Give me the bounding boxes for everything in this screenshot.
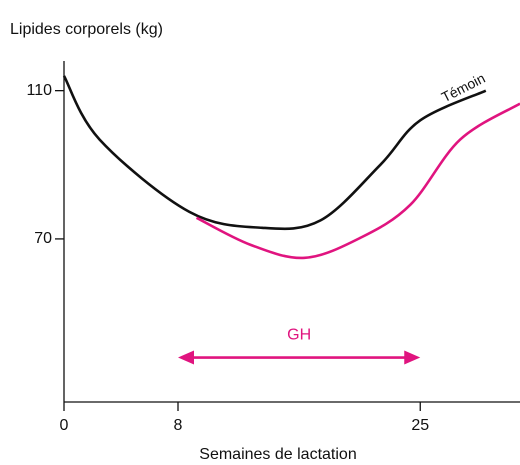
y-tick-label: 70 — [34, 230, 52, 247]
y-axis-label: Lipides corporels (kg) — [10, 21, 163, 38]
arrow-head — [178, 350, 194, 365]
x-tick-label: 8 — [174, 417, 183, 434]
series-line — [195, 102, 520, 260]
x-axis-label: Semaines de lactation — [199, 446, 356, 463]
x-tick-label: 25 — [411, 417, 429, 434]
series-line — [62, 75, 487, 231]
x-tick-label: 0 — [60, 417, 69, 434]
y-tick-label: 110 — [26, 82, 52, 99]
arrow-label: GH — [287, 327, 311, 344]
arrow-head — [404, 350, 421, 365]
